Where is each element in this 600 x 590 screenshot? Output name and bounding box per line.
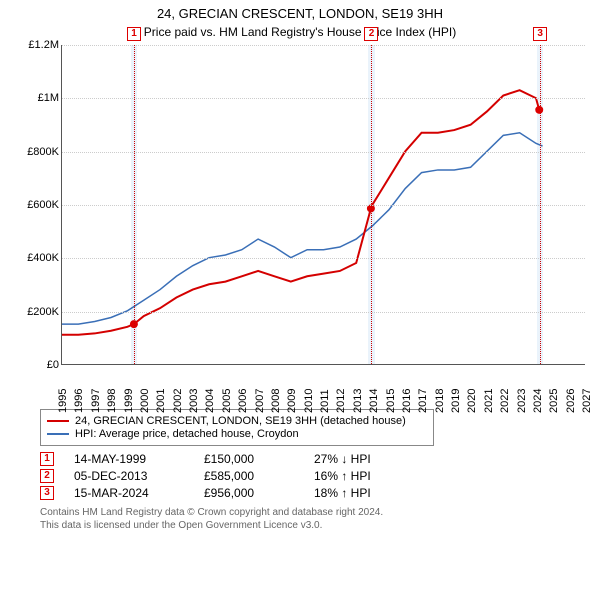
x-tick-label: 2003: [188, 388, 200, 412]
y-axis: £0£200K£400K£600K£800K£1M£1.2M: [15, 45, 61, 365]
y-tick-label: £200K: [27, 306, 59, 318]
x-tick-label: 2012: [335, 388, 347, 412]
x-tick-label: 2017: [417, 388, 429, 412]
gridline: [62, 258, 585, 259]
gridline: [62, 45, 585, 46]
event-marker: 2: [364, 27, 378, 41]
event-vline: [134, 45, 135, 364]
x-tick-label: 2007: [254, 388, 266, 412]
gridline: [62, 312, 585, 313]
footer-line-2: This data is licensed under the Open Gov…: [40, 519, 590, 532]
sales-table: 1 14-MAY-1999 £150,000 27% ↓ HPI 2 05-DEC-201…: [40, 452, 590, 500]
footer: Contains HM Land Registry data © Crown c…: [40, 506, 590, 532]
y-tick-label: £0: [47, 359, 59, 371]
x-tick-label: 2019: [450, 388, 462, 412]
sale-date: 14-MAY-1999: [74, 452, 184, 466]
x-tick-label: 1996: [73, 388, 85, 412]
sale-marker: 1: [40, 452, 54, 466]
sale-date: 15-MAR-2024: [74, 486, 184, 500]
gridline: [62, 152, 585, 153]
sale-row: 3 15-MAR-2024 £956,000 18% ↑ HPI: [40, 486, 590, 500]
x-tick-label: 1999: [123, 388, 135, 412]
y-tick-label: £800K: [27, 146, 59, 158]
x-tick-label: 2014: [368, 388, 380, 412]
page-title: 24, GRECIAN CRESCENT, LONDON, SE19 3HH: [10, 6, 590, 23]
x-tick-label: 2000: [139, 388, 151, 412]
sale-marker: 2: [40, 469, 54, 483]
x-tick-label: 2016: [401, 388, 413, 412]
plot-area: 123: [61, 45, 585, 365]
x-tick-label: 2002: [172, 388, 184, 412]
x-tick-label: 2006: [237, 388, 249, 412]
y-tick-label: £1.2M: [28, 39, 59, 51]
page-subtitle: Price paid vs. HM Land Registry's House …: [10, 25, 590, 39]
sale-date: 05-DEC-2013: [74, 469, 184, 483]
x-tick-label: 2009: [286, 388, 298, 412]
x-tick-label: 2018: [434, 388, 446, 412]
y-tick-label: £1M: [38, 92, 59, 104]
gridline: [62, 205, 585, 206]
x-tick-label: 2015: [385, 388, 397, 412]
footer-line-1: Contains HM Land Registry data © Crown c…: [40, 506, 590, 519]
x-tick-label: 1997: [90, 388, 102, 412]
x-tick-label: 2022: [499, 388, 511, 412]
sale-price: £150,000: [204, 452, 294, 466]
x-axis: 1995199619971998199920002001200220032004…: [61, 365, 585, 405]
x-tick-label: 2023: [516, 388, 528, 412]
sale-delta: 18% ↑ HPI: [314, 486, 371, 500]
sale-delta: 27% ↓ HPI: [314, 452, 371, 466]
legend-label: 24, GRECIAN CRESCENT, LONDON, SE19 3HH (…: [75, 415, 406, 427]
sale-delta: 16% ↑ HPI: [314, 469, 371, 483]
gridline: [62, 98, 585, 99]
legend-row: HPI: Average price, detached house, Croy…: [47, 428, 427, 440]
x-tick-label: 2004: [204, 388, 216, 412]
event-vline: [540, 45, 541, 364]
sale-row: 1 14-MAY-1999 £150,000 27% ↓ HPI: [40, 452, 590, 466]
y-tick-label: £400K: [27, 252, 59, 264]
legend-swatch: [47, 433, 69, 435]
chart: £0£200K£400K£600K£800K£1M£1.2M 123 19951…: [15, 45, 585, 405]
x-tick-label: 2005: [221, 388, 233, 412]
event-vline: [371, 45, 372, 364]
x-tick-label: 2011: [319, 389, 331, 413]
x-tick-label: 2001: [155, 388, 167, 412]
legend-swatch: [47, 420, 69, 422]
sale-price: £585,000: [204, 469, 294, 483]
legend-row: 24, GRECIAN CRESCENT, LONDON, SE19 3HH (…: [47, 415, 427, 427]
sale-row: 2 05-DEC-2013 £585,000 16% ↑ HPI: [40, 469, 590, 483]
x-tick-label: 2024: [532, 388, 544, 412]
event-marker: 1: [127, 27, 141, 41]
x-tick-label: 2008: [270, 388, 282, 412]
legend-label: HPI: Average price, detached house, Croy…: [75, 428, 299, 440]
sale-price: £956,000: [204, 486, 294, 500]
x-tick-label: 2027: [581, 388, 593, 412]
x-tick-label: 2021: [483, 388, 495, 412]
x-tick-label: 1998: [106, 388, 118, 412]
x-tick-label: 1995: [57, 388, 69, 412]
sale-marker: 3: [40, 486, 54, 500]
y-tick-label: £600K: [27, 199, 59, 211]
event-marker: 3: [533, 27, 547, 41]
legend: 24, GRECIAN CRESCENT, LONDON, SE19 3HH (…: [40, 409, 434, 446]
x-tick-label: 2025: [548, 388, 560, 412]
x-tick-label: 2010: [303, 388, 315, 412]
x-tick-label: 2026: [565, 388, 577, 412]
x-tick-label: 2013: [352, 388, 364, 412]
x-tick-label: 2020: [466, 388, 478, 412]
